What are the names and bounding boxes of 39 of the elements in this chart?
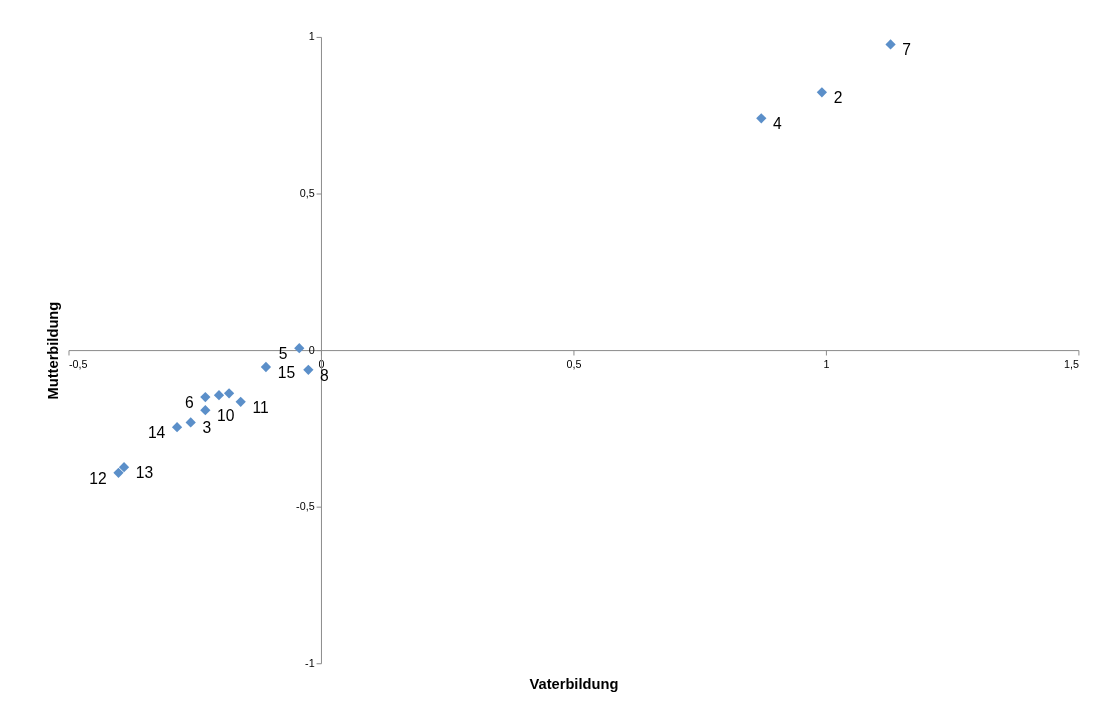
y-tick-label: 1 — [308, 30, 315, 43]
x-tick-label: -0,5 — [68, 358, 88, 371]
x-tick-label: 1,5 — [1063, 358, 1079, 371]
point — [303, 364, 314, 375]
annotation: 14 — [147, 423, 166, 441]
annotation: 13 — [135, 463, 154, 481]
annotation: 11 — [252, 398, 269, 416]
annotation: 10 — [217, 406, 235, 424]
point — [118, 462, 130, 473]
y-tick-label: 0,5 — [299, 186, 315, 199]
x-axis-title: Vaterbildung — [529, 676, 619, 693]
point — [235, 396, 246, 407]
y-tick-label: -1 — [305, 656, 315, 669]
point — [816, 87, 828, 98]
point — [200, 391, 211, 403]
point — [185, 417, 196, 428]
x-tick-label: 0 — [318, 358, 325, 371]
point — [885, 39, 896, 50]
point — [200, 405, 211, 416]
annotation: 4 — [773, 115, 783, 133]
annotation: 6 — [184, 393, 194, 411]
y-tick-label: -0,5 — [296, 500, 315, 513]
point — [213, 390, 225, 401]
point — [294, 343, 305, 354]
x-tick-label: 1 — [823, 358, 830, 371]
annotation: 5 — [278, 344, 288, 362]
annotation: 3 — [202, 419, 212, 437]
point — [171, 422, 183, 433]
point — [260, 361, 272, 373]
annotation: 12 — [89, 469, 107, 487]
annotation: 15 — [277, 363, 296, 381]
annotation: 2 — [833, 89, 843, 107]
point — [756, 113, 767, 124]
annotation: 7 — [902, 41, 912, 59]
point — [223, 388, 235, 399]
y-axis-title: Mutterbildung — [45, 301, 62, 400]
x-tick-label: 0,5 — [566, 358, 582, 371]
point — [113, 467, 124, 478]
y-tick-label: 0 — [308, 343, 315, 356]
